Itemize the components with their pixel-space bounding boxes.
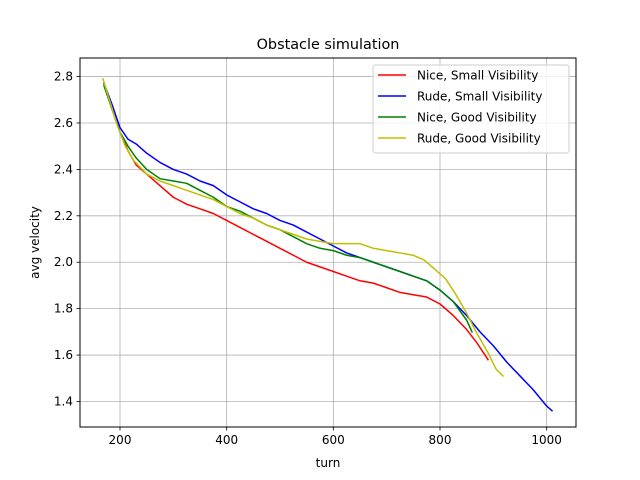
x-tick-label: 600 xyxy=(322,433,345,447)
x-tick-label: 200 xyxy=(109,433,132,447)
y-tick-label: 1.8 xyxy=(54,302,73,316)
x-tick-label: 400 xyxy=(215,433,238,447)
x-tick-label: 800 xyxy=(429,433,452,447)
y-tick-label: 1.4 xyxy=(54,394,73,408)
x-axis-label: turn xyxy=(316,456,341,470)
axis-ticks: 200 400 600 800 1000 1.4 1.6 1.8 2.0 2.2 2.4 2.6 2.8 xyxy=(54,70,562,447)
legend: Nice, Small Visibility Rude, Small Visibi… xyxy=(372,64,570,154)
series-line-4 xyxy=(101,77,504,378)
legend-label: Rude, Good Visibility xyxy=(417,132,541,146)
legend-box xyxy=(372,64,570,154)
chart-title: Obstacle simulation xyxy=(257,37,400,53)
legend-label: Rude, Small Visibility xyxy=(417,90,542,104)
legend-label: Nice, Good Visibility xyxy=(417,111,537,125)
y-tick-label: 2.2 xyxy=(54,209,73,223)
y-tick-label: 2.0 xyxy=(54,255,73,269)
plot-frame xyxy=(79,57,577,428)
y-tick-label: 2.4 xyxy=(54,162,73,176)
legend-label: Nice, Small Visibility xyxy=(417,69,538,83)
y-tick-label: 1.6 xyxy=(54,348,73,362)
series-layer xyxy=(101,77,554,412)
y-axis-label: avg velocity xyxy=(28,206,42,279)
x-tick-label: 1000 xyxy=(531,433,562,447)
y-tick-label: 2.6 xyxy=(54,116,73,130)
y-tick-label: 2.8 xyxy=(54,70,73,84)
grid-lines xyxy=(80,58,576,427)
series-line-2 xyxy=(103,82,554,412)
